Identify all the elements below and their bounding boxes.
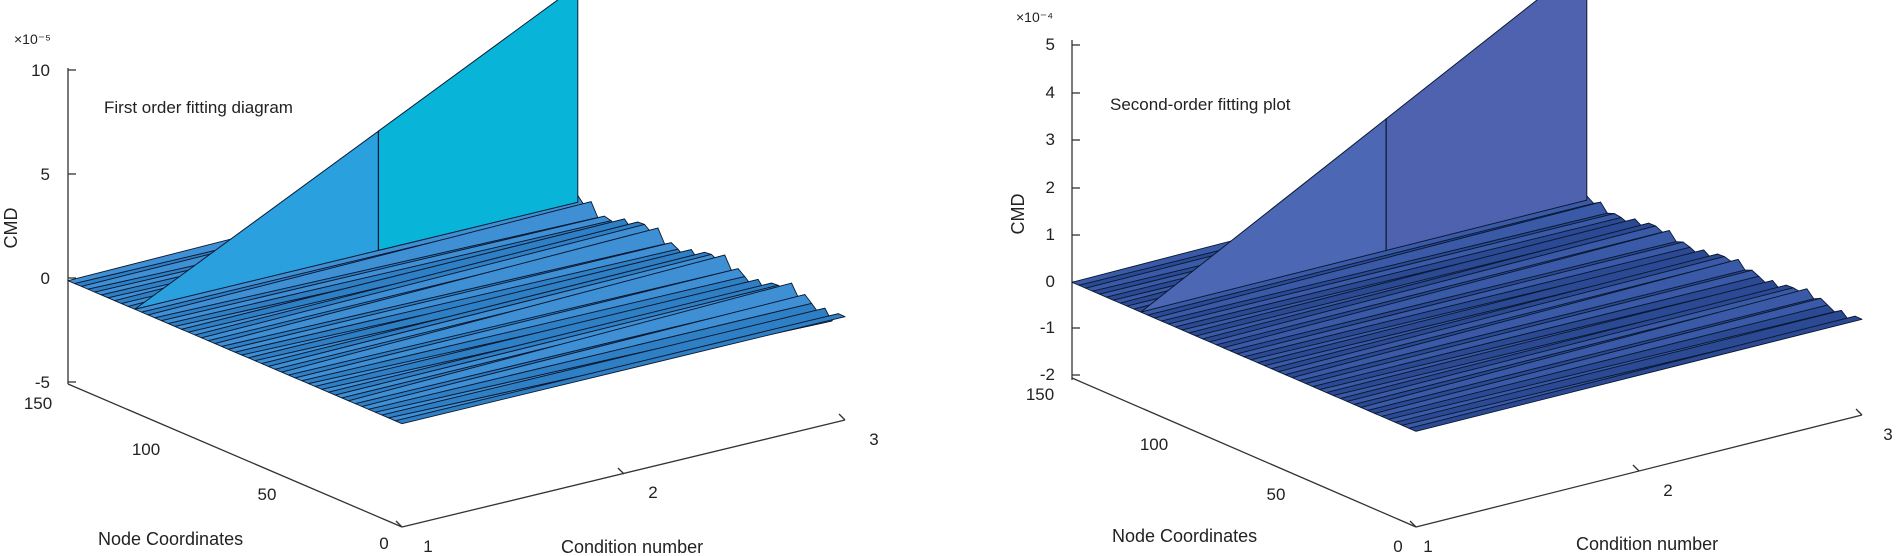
x-tick-label: 1 — [1423, 537, 1432, 556]
y-tick-label: 100 — [132, 440, 160, 459]
surface-mesh — [1071, 0, 1863, 432]
surface-strip — [1408, 315, 1863, 432]
x-tick-label: 2 — [648, 483, 657, 502]
plot-first-order: ×10⁻⁵ First order fitting diagram 10 5 0… — [1, 0, 879, 556]
surface-strip — [394, 313, 846, 425]
z-tick-label: 4 — [1046, 83, 1055, 102]
x-tick-label: 2 — [1663, 481, 1672, 500]
z-tick-label: 0 — [1046, 272, 1055, 291]
z-tick-label: 2 — [1046, 178, 1055, 197]
z-exponent-label: ×10⁻⁵ — [14, 31, 51, 47]
x-tick-mark — [617, 467, 625, 475]
y-tick-label: 100 — [1140, 435, 1168, 454]
y-axis-line — [67, 383, 403, 528]
y-axis-line — [1071, 377, 1417, 528]
plot-title: Second-order fitting plot — [1110, 95, 1291, 114]
surface-mesh — [67, 0, 846, 425]
x-tick-mark — [1409, 520, 1417, 528]
y-tick-label: 0 — [1393, 537, 1402, 556]
y-tick-label: 0 — [379, 534, 388, 553]
z-tick-label: -5 — [35, 373, 50, 392]
y-tick-label: 50 — [1267, 485, 1286, 504]
y-tick-label: 150 — [1026, 385, 1054, 404]
plot-second-order: ×10⁻⁴ Second-order fitting plot 5 4 3 2 … — [1008, 0, 1893, 556]
x-tick-label: 3 — [1883, 425, 1892, 444]
z-tick-label: 1 — [1046, 225, 1055, 244]
x-tick-label: 1 — [423, 537, 432, 556]
plot-title: First order fitting diagram — [104, 98, 293, 117]
z-tick-label: -1 — [1040, 318, 1055, 337]
z-tick-label: 3 — [1046, 130, 1055, 149]
y-tick-label: 50 — [258, 485, 277, 504]
y-axis-label: Node Coordinates — [1112, 526, 1257, 546]
x-axis-label: Condition number — [561, 537, 703, 556]
z-axis-label: CMD — [1008, 194, 1028, 235]
x-tick-mark — [1632, 464, 1640, 472]
x-tick-mark — [838, 413, 846, 421]
x-tick-mark — [395, 520, 403, 528]
y-axis-label: Node Coordinates — [98, 529, 243, 549]
z-exponent-label: ×10⁻⁴ — [1016, 9, 1053, 25]
z-tick-label: 0 — [41, 269, 50, 288]
y-tick-label: 150 — [24, 394, 52, 413]
x-tick-label: 3 — [869, 430, 878, 449]
z-tick-label: 10 — [31, 61, 50, 80]
z-tick-label: 5 — [41, 165, 50, 184]
x-tick-mark — [1855, 408, 1863, 416]
x-axis-label: Condition number — [1576, 534, 1718, 554]
z-tick-label: 5 — [1046, 35, 1055, 54]
z-tick-label: -2 — [1040, 365, 1055, 384]
z-axis-label: CMD — [1, 208, 21, 249]
